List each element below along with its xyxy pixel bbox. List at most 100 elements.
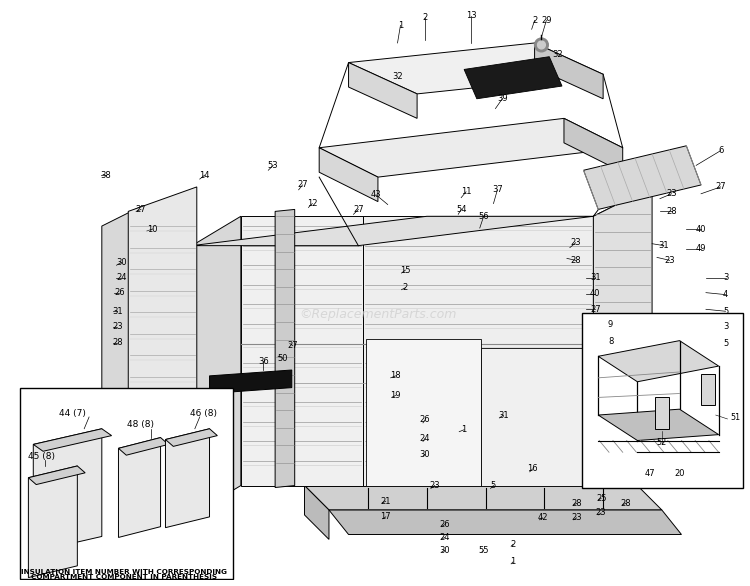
Text: 21: 21 — [380, 497, 391, 506]
Text: 1: 1 — [398, 21, 403, 30]
Text: 30: 30 — [419, 449, 430, 459]
Text: 38: 38 — [100, 171, 111, 180]
Text: 23: 23 — [572, 513, 582, 522]
Text: 29: 29 — [541, 16, 551, 25]
Text: 1: 1 — [511, 557, 516, 567]
Polygon shape — [28, 466, 77, 578]
Text: 15: 15 — [400, 265, 410, 275]
Text: 40: 40 — [696, 224, 706, 233]
Text: 52: 52 — [657, 438, 667, 447]
Text: 30: 30 — [440, 546, 450, 555]
Polygon shape — [304, 486, 329, 539]
Text: 36: 36 — [258, 357, 268, 366]
Text: 46 (8): 46 (8) — [190, 408, 217, 418]
Text: 26: 26 — [440, 520, 450, 529]
Text: 31: 31 — [590, 274, 601, 282]
Text: INSULATION ITEM NUMBER WITH CORRESPONDING: INSULATION ITEM NUMBER WITH CORRESPONDIN… — [21, 568, 227, 575]
Text: 2: 2 — [422, 13, 427, 22]
Text: 23: 23 — [112, 322, 123, 332]
Polygon shape — [320, 118, 622, 177]
Text: 28: 28 — [620, 499, 631, 507]
Text: 49: 49 — [696, 244, 706, 253]
Polygon shape — [192, 216, 241, 515]
Text: 23: 23 — [666, 189, 677, 198]
Text: 27: 27 — [287, 341, 298, 350]
Text: 28: 28 — [112, 338, 123, 347]
Text: 23: 23 — [596, 509, 607, 517]
Text: 16: 16 — [527, 464, 538, 473]
Text: 30: 30 — [116, 258, 127, 267]
Text: COMPARTMENT COMPONENT IN PARENTHESIS: COMPARTMENT COMPONENT IN PARENTHESIS — [32, 574, 217, 580]
Text: 6: 6 — [718, 146, 723, 155]
Text: 13: 13 — [466, 11, 476, 20]
Polygon shape — [275, 209, 295, 488]
Text: 25: 25 — [596, 494, 607, 503]
Text: 47: 47 — [645, 469, 656, 478]
Polygon shape — [320, 148, 378, 202]
Text: 31: 31 — [658, 241, 669, 250]
Text: 27: 27 — [136, 205, 146, 214]
Text: 45 (8): 45 (8) — [28, 452, 56, 461]
Polygon shape — [593, 192, 642, 456]
Text: 40: 40 — [590, 289, 601, 298]
Text: 27: 27 — [353, 205, 364, 214]
Text: 27: 27 — [297, 180, 307, 189]
Text: 54: 54 — [456, 205, 466, 214]
Text: ©ReplacementParts.com: ©ReplacementParts.com — [299, 308, 457, 321]
Text: 26: 26 — [419, 415, 430, 424]
Text: 1: 1 — [461, 425, 466, 434]
Polygon shape — [102, 206, 141, 461]
Polygon shape — [166, 429, 209, 527]
Text: 24: 24 — [440, 533, 450, 542]
Text: 5: 5 — [490, 481, 496, 490]
Text: 48 (8): 48 (8) — [128, 420, 154, 430]
Polygon shape — [593, 187, 652, 456]
Text: 24: 24 — [116, 274, 127, 282]
Text: 17: 17 — [380, 512, 391, 522]
Text: 26: 26 — [114, 288, 125, 297]
Polygon shape — [192, 216, 593, 246]
Text: 23: 23 — [430, 481, 440, 490]
Bar — [655, 397, 669, 429]
Text: 51: 51 — [730, 413, 740, 421]
Circle shape — [535, 38, 548, 52]
Text: 53: 53 — [268, 161, 278, 170]
Text: 37: 37 — [492, 185, 502, 195]
Text: 43: 43 — [370, 190, 381, 199]
Polygon shape — [128, 187, 196, 441]
Polygon shape — [118, 438, 169, 455]
Text: 14: 14 — [200, 171, 210, 180]
Bar — [20, 387, 233, 578]
Polygon shape — [349, 43, 603, 94]
Polygon shape — [33, 429, 112, 451]
Text: 32: 32 — [392, 71, 403, 81]
Polygon shape — [349, 63, 417, 118]
Text: 28: 28 — [571, 256, 581, 265]
Polygon shape — [166, 429, 218, 447]
Polygon shape — [28, 466, 86, 485]
Polygon shape — [464, 57, 562, 99]
Text: 39: 39 — [497, 94, 508, 103]
Polygon shape — [209, 370, 292, 394]
Text: 56: 56 — [478, 212, 489, 221]
Polygon shape — [598, 409, 718, 441]
Text: 19: 19 — [390, 391, 400, 400]
Polygon shape — [598, 340, 718, 381]
Polygon shape — [535, 43, 603, 99]
Text: 3: 3 — [723, 274, 728, 282]
Text: 10: 10 — [148, 224, 158, 233]
Polygon shape — [363, 216, 593, 486]
Polygon shape — [564, 118, 622, 172]
Text: 55: 55 — [478, 546, 489, 555]
Text: 27: 27 — [590, 305, 601, 314]
Text: 23: 23 — [664, 256, 675, 265]
Polygon shape — [304, 486, 662, 510]
Bar — [581, 313, 743, 488]
Text: 32: 32 — [552, 50, 562, 59]
Text: 24: 24 — [420, 434, 430, 443]
Polygon shape — [329, 510, 682, 534]
Circle shape — [538, 41, 545, 49]
Polygon shape — [481, 349, 593, 486]
Text: 3: 3 — [723, 322, 728, 332]
Polygon shape — [118, 438, 160, 537]
